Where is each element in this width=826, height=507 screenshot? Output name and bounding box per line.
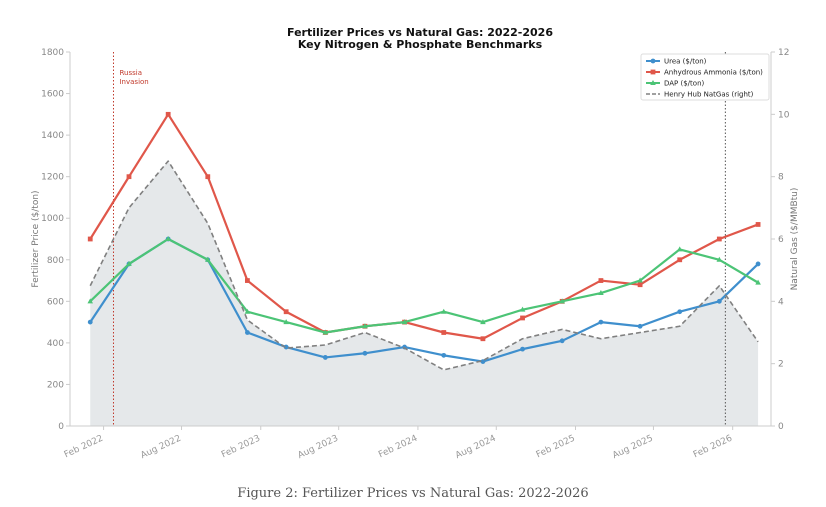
data-point bbox=[165, 236, 171, 241]
data-point bbox=[165, 111, 171, 117]
data-point bbox=[441, 352, 447, 358]
data-point bbox=[441, 330, 447, 335]
y2-tick-label: 2 bbox=[778, 360, 784, 370]
data-point bbox=[362, 323, 368, 329]
y2-tick-label: 8 bbox=[778, 173, 784, 183]
data-point bbox=[716, 236, 722, 242]
data-point bbox=[598, 278, 604, 283]
data-point bbox=[755, 222, 761, 227]
series-line bbox=[89, 160, 759, 371]
data-point bbox=[480, 336, 486, 342]
data-point bbox=[126, 260, 132, 266]
data-point bbox=[598, 290, 604, 296]
data-point bbox=[87, 319, 93, 325]
series-line bbox=[89, 113, 759, 340]
y2-tick-label: 4 bbox=[778, 297, 784, 307]
data-point bbox=[637, 282, 643, 288]
y-tick-label: 200 bbox=[47, 380, 64, 390]
data-point bbox=[598, 319, 604, 325]
legend-box bbox=[640, 53, 770, 101]
y-tick-label: 800 bbox=[47, 256, 64, 266]
y-tick-label: 1400 bbox=[41, 131, 64, 141]
chart: 0 200 400 600 800 1000 1200 1400 1600 1800 0 2 4 6 8 10… bbox=[31, 26, 800, 461]
data-point bbox=[755, 279, 761, 285]
legend-label: DAP ($/ton) bbox=[664, 80, 705, 88]
data-point bbox=[520, 315, 525, 321]
annotation-label: Russia bbox=[119, 69, 142, 77]
data-point bbox=[650, 80, 656, 85]
chart-subtitle: Key Nitrogen & Phosphate Benchmarks bbox=[298, 38, 543, 51]
data-point bbox=[716, 256, 723, 262]
legend-label: Henry Hub NatGas (right) bbox=[664, 91, 754, 99]
y2-tick-label: 12 bbox=[778, 48, 789, 58]
series-line bbox=[89, 237, 759, 334]
data-point bbox=[440, 308, 447, 314]
x-tick-label: Feb 2022 bbox=[63, 434, 105, 461]
x-tick-label: Feb 2025 bbox=[535, 434, 577, 461]
data-point bbox=[520, 346, 525, 352]
y-tick-label: 1000 bbox=[41, 214, 64, 224]
x-tick-label: Aug 2022 bbox=[139, 434, 183, 461]
annotation-label: Invasion bbox=[119, 78, 148, 86]
data-point bbox=[283, 344, 289, 350]
data-point bbox=[677, 309, 683, 315]
x-tick-label: Feb 2023 bbox=[220, 434, 262, 461]
figure-caption: Figure 2: Fertilizer Prices vs Natural G… bbox=[237, 486, 589, 501]
data-point bbox=[650, 58, 656, 64]
data-point bbox=[480, 359, 486, 364]
natgas-area bbox=[90, 161, 759, 427]
data-point bbox=[283, 319, 289, 325]
data-point bbox=[126, 174, 132, 180]
y-tick-label: 400 bbox=[47, 339, 64, 349]
y-tick-label: 600 bbox=[47, 297, 64, 307]
legend: Urea ($/ton) Anhydrous Ammonia ($/ton) DAP… bbox=[640, 53, 770, 101]
y2-tick-label: 6 bbox=[778, 235, 784, 245]
data-point bbox=[362, 350, 368, 356]
y-tick-label: 1800 bbox=[41, 48, 64, 58]
data-point bbox=[245, 278, 250, 283]
data-point bbox=[637, 323, 643, 329]
x-tick-label: Feb 2026 bbox=[692, 434, 734, 461]
data-point bbox=[322, 329, 329, 335]
data-point bbox=[401, 319, 408, 325]
y-axis-label: Fertilizer Price ($/ton) bbox=[31, 190, 41, 287]
data-point bbox=[87, 236, 93, 242]
x-tick-label: Aug 2025 bbox=[611, 434, 655, 461]
y-tick-label: 1600 bbox=[41, 90, 64, 100]
data-point bbox=[716, 298, 722, 304]
x-tick-label: Aug 2023 bbox=[296, 434, 340, 461]
data-point bbox=[204, 256, 211, 262]
data-point bbox=[676, 246, 683, 252]
chart-title: Fertilizer Prices vs Natural Gas: 2022-2… bbox=[287, 26, 553, 39]
data-point bbox=[650, 69, 656, 75]
data-point bbox=[205, 174, 211, 180]
data-point bbox=[283, 309, 289, 315]
data-point bbox=[559, 298, 565, 304]
y2-axis-label: Natural Gas ($/MMBtu) bbox=[790, 188, 800, 291]
data-point bbox=[244, 308, 251, 314]
data-point bbox=[480, 319, 486, 325]
y2-tick-label: 0 bbox=[778, 422, 784, 432]
data-point bbox=[245, 330, 250, 335]
data-point bbox=[755, 261, 761, 267]
data-point bbox=[637, 277, 643, 283]
y2-tick-label: 10 bbox=[778, 110, 790, 120]
legend-label: Anhydrous Ammonia ($/ton) bbox=[664, 69, 763, 77]
x-tick-label: Aug 2024 bbox=[454, 434, 498, 461]
data-point bbox=[559, 338, 565, 344]
data-point bbox=[322, 355, 328, 360]
x-tick-label: Feb 2024 bbox=[377, 434, 419, 461]
data-point bbox=[519, 306, 526, 312]
legend-label: Urea ($/ton) bbox=[664, 58, 707, 66]
y-tick-label: 1200 bbox=[41, 173, 64, 183]
data-point bbox=[677, 257, 683, 263]
data-point bbox=[87, 298, 94, 304]
y-tick-label: 0 bbox=[58, 422, 64, 432]
